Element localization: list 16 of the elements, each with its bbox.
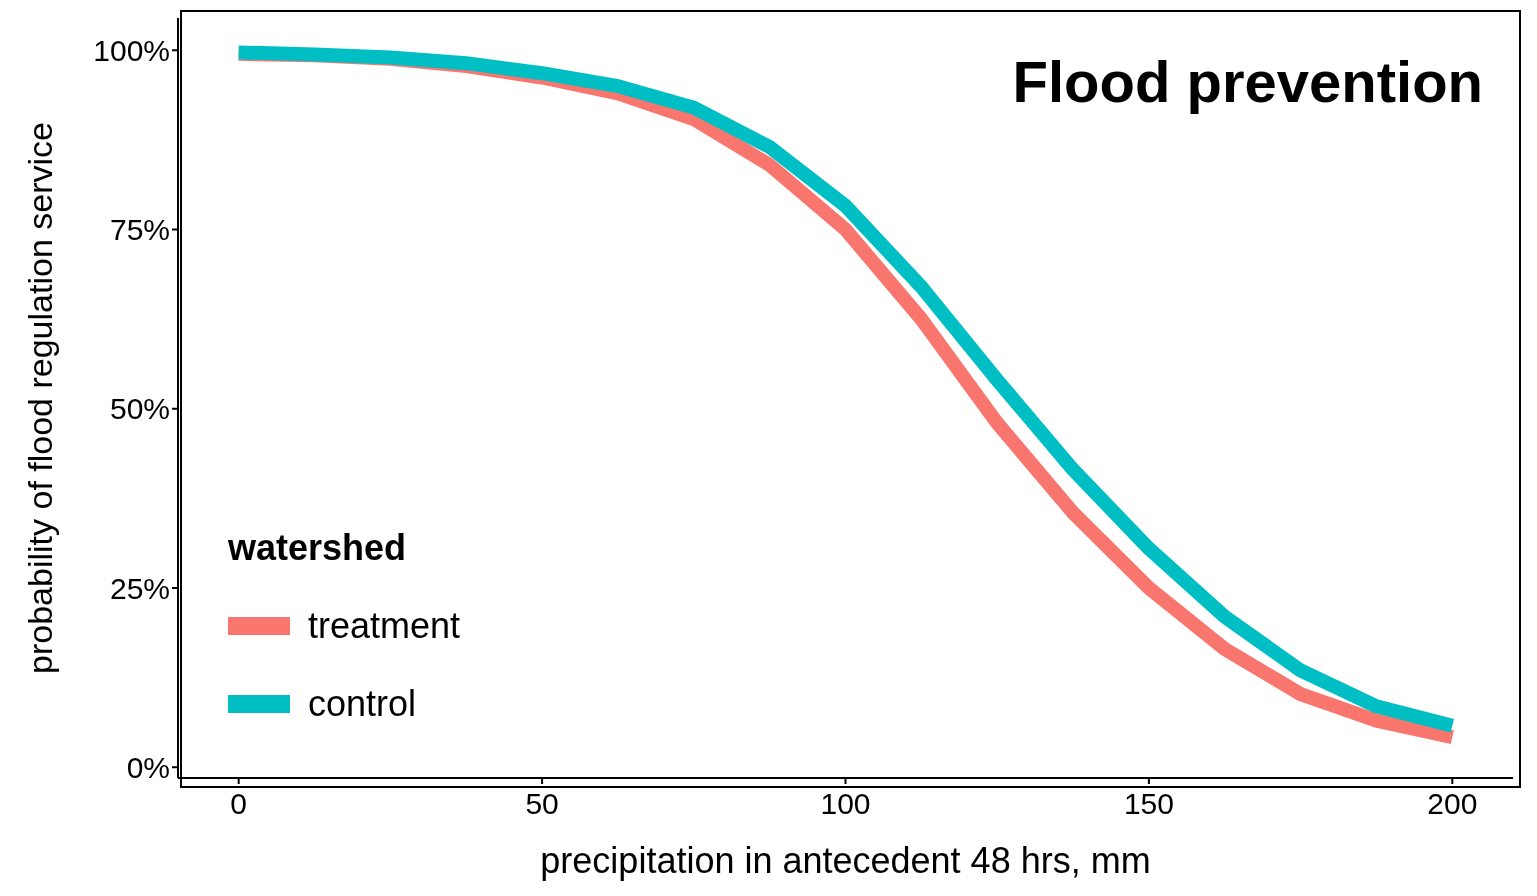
x-tick-label: 50: [525, 787, 559, 820]
legend-label: control: [308, 683, 417, 725]
y-tick-label: 0%: [126, 750, 170, 784]
x-tick-label: 150: [1123, 787, 1174, 820]
x-tick-label: 0: [230, 787, 248, 820]
y-tick-label: 25%: [109, 571, 170, 605]
legend-label: treatment: [308, 605, 461, 647]
x-tick-label: 200: [1427, 787, 1478, 820]
legend-title: watershed: [228, 527, 408, 569]
y-tick-label: 100%: [93, 33, 170, 67]
y-axis-title: probability of flood regulation service: [21, 122, 60, 674]
text: Flood prevention: [1012, 48, 1483, 115]
x-tick-label: 100: [820, 787, 871, 820]
y-tick-label: 50%: [109, 392, 170, 426]
x-axis-title: precipitation in antecedent 48 hrs, mm: [540, 840, 1151, 881]
y-tick-label: 75%: [109, 213, 170, 247]
